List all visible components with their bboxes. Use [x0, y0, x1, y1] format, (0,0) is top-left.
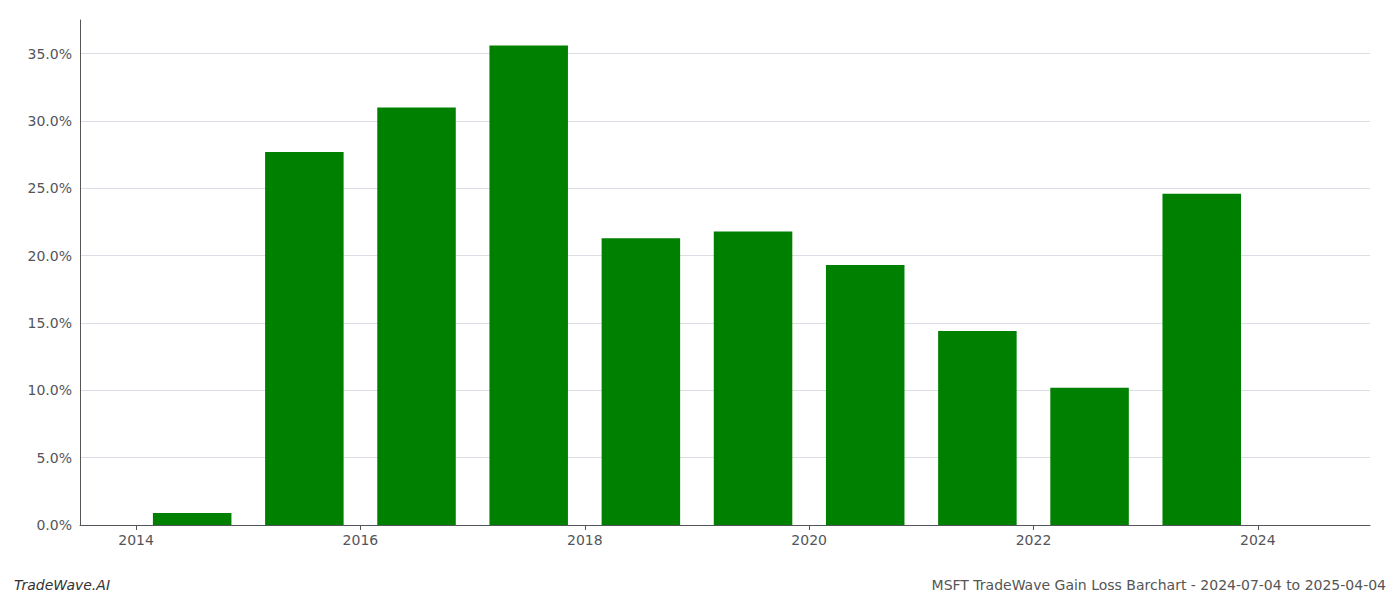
svg-text:2016: 2016	[343, 532, 379, 548]
svg-text:5.0%: 5.0%	[36, 450, 72, 466]
svg-text:2018: 2018	[567, 532, 603, 548]
svg-text:25.0%: 25.0%	[28, 180, 72, 196]
svg-text:2022: 2022	[1016, 532, 1052, 548]
svg-text:TradeWave.AI: TradeWave.AI	[14, 577, 110, 593]
svg-text:2024: 2024	[1240, 532, 1276, 548]
svg-text:MSFT TradeWave Gain Loss Barch: MSFT TradeWave Gain Loss Barchart - 2024…	[932, 577, 1387, 593]
svg-text:30.0%: 30.0%	[28, 113, 72, 129]
svg-text:10.0%: 10.0%	[28, 382, 72, 398]
svg-text:0.0%: 0.0%	[36, 517, 72, 533]
svg-text:35.0%: 35.0%	[28, 46, 72, 62]
svg-text:2014: 2014	[118, 532, 154, 548]
svg-text:2020: 2020	[791, 532, 827, 548]
svg-text:20.0%: 20.0%	[28, 248, 72, 264]
svg-text:15.0%: 15.0%	[28, 315, 72, 331]
